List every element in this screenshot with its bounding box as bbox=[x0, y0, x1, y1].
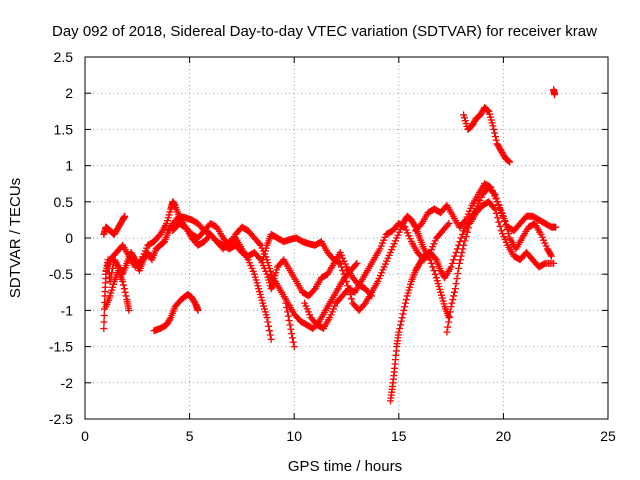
y-tick-label: 2 bbox=[65, 85, 73, 101]
data-point-interp bbox=[453, 280, 460, 287]
data-point bbox=[443, 329, 450, 336]
data-point-interp bbox=[266, 327, 273, 334]
data-point-interp bbox=[490, 126, 497, 133]
data-point bbox=[268, 336, 275, 343]
data-point-interp bbox=[122, 289, 129, 296]
data-point-interp bbox=[495, 219, 502, 226]
data-point bbox=[287, 321, 294, 328]
y-tick-label: 1.5 bbox=[54, 121, 74, 137]
data-point-interp bbox=[448, 300, 455, 307]
y-tick-label: -2 bbox=[61, 375, 74, 391]
data-point-interp bbox=[101, 312, 108, 319]
data-point-interp bbox=[451, 289, 458, 296]
data-point-interp bbox=[286, 317, 293, 324]
data-point-interp bbox=[288, 330, 295, 337]
y-tick-label: -2.5 bbox=[49, 411, 73, 427]
x-axis-label: GPS time / hours bbox=[288, 458, 402, 475]
data-point-interp bbox=[400, 307, 407, 314]
data-point-interp bbox=[450, 292, 457, 299]
data-point-interp bbox=[432, 271, 439, 278]
data-point-interp bbox=[457, 256, 464, 263]
y-axis-label: SDTVAR / TECUs bbox=[7, 178, 24, 298]
data-point-interp bbox=[453, 275, 460, 282]
x-axis: 0 5 10 15 20 25 bbox=[81, 57, 616, 444]
data-point bbox=[452, 285, 459, 292]
y-tick-label: -1 bbox=[61, 302, 74, 318]
data-point-interp bbox=[289, 334, 296, 341]
chart: Day 092 of 2018, Sidereal Day-to-day VTE… bbox=[0, 0, 640, 480]
data-point-interp bbox=[454, 270, 461, 277]
data-point-interp bbox=[267, 332, 274, 339]
x-tick-label: 20 bbox=[496, 428, 512, 444]
data-point bbox=[550, 260, 557, 267]
data-point-interp bbox=[444, 324, 451, 331]
data-point-interp bbox=[455, 265, 462, 272]
data-point-interp bbox=[120, 282, 127, 289]
data-point-interp bbox=[497, 223, 504, 230]
data-point-interp bbox=[397, 321, 404, 328]
grid bbox=[85, 57, 608, 419]
data-point-interp bbox=[459, 245, 466, 252]
data-point bbox=[291, 343, 298, 350]
x-tick-label: 5 bbox=[186, 428, 194, 444]
data-point-interp bbox=[492, 133, 499, 140]
y-tick-label: 0 bbox=[65, 230, 73, 246]
data-point-interp bbox=[401, 303, 408, 310]
chart-title: Day 092 of 2018, Sidereal Day-to-day VTE… bbox=[52, 23, 597, 40]
data-point bbox=[460, 242, 467, 249]
data-point-interp bbox=[456, 238, 463, 245]
data-point-interp bbox=[264, 318, 271, 325]
data-point bbox=[456, 260, 463, 267]
x-tick-label: 0 bbox=[81, 428, 89, 444]
data-point bbox=[100, 325, 107, 332]
data-point-interp bbox=[493, 137, 500, 144]
data-point-interp bbox=[450, 256, 457, 263]
data-point-interp bbox=[458, 253, 465, 260]
x-tick-label: 15 bbox=[391, 428, 407, 444]
data-point-interp bbox=[123, 292, 130, 299]
data-point bbox=[399, 311, 406, 318]
data-point-interp bbox=[287, 326, 294, 333]
data-point-interp bbox=[399, 314, 406, 321]
data-point-interp bbox=[402, 300, 409, 307]
y-tick-label: -0.5 bbox=[49, 266, 73, 282]
data-point-interp bbox=[458, 249, 465, 256]
y-tick-label: 1 bbox=[65, 158, 73, 174]
data-point-interp bbox=[290, 339, 297, 346]
data-points bbox=[100, 86, 559, 404]
data-point-interp bbox=[403, 296, 410, 303]
y-tick-label: 2.5 bbox=[54, 49, 74, 65]
data-point-interp bbox=[398, 318, 405, 325]
x-tick-label: 25 bbox=[600, 428, 616, 444]
data-point-interp bbox=[121, 285, 128, 292]
data-point-interp bbox=[265, 323, 272, 330]
data-point-interp bbox=[451, 253, 458, 260]
data-point-interp bbox=[449, 296, 456, 303]
data-point-interp bbox=[491, 130, 498, 137]
y-tick-label: -1.5 bbox=[49, 339, 73, 355]
y-tick-label: 0.5 bbox=[54, 194, 74, 210]
data-point-interp bbox=[396, 325, 403, 332]
data-point-interp bbox=[445, 318, 452, 325]
data-point-interp bbox=[101, 318, 108, 325]
x-tick-label: 10 bbox=[286, 428, 302, 444]
